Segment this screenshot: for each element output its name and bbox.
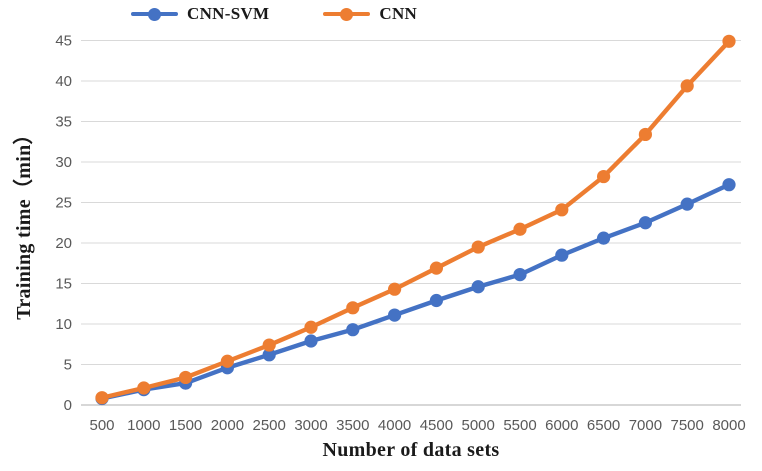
x-tick-label: 1500 [169,417,202,434]
x-tick-label: 8000 [712,417,745,434]
data-point-cnn [680,79,694,93]
series-line-cnn [99,39,732,400]
data-point-cnn-svm [262,348,276,362]
y-tick-label: 35 [55,114,72,131]
x-tick-label: 6500 [587,417,620,434]
legend: CNN-SVM CNN [131,4,417,24]
data-point-cnn-svm [388,308,402,322]
y-tick-label: 0 [64,397,72,414]
x-tick-label: 3500 [336,417,369,434]
x-tick-label: 2500 [253,417,286,434]
legend-item-cnn-svm: CNN-SVM [131,4,269,24]
data-point-cnn [429,261,443,275]
data-point-cnn [388,282,402,296]
x-tick-label: 7000 [629,417,662,434]
x-tick-label: 6000 [545,417,578,434]
data-point-cnn [597,169,611,184]
y-axis-title: Training time（min） [13,124,35,320]
x-tick-label: 500 [89,417,114,434]
legend-marker-cnn-svm-icon [131,7,178,21]
y-tick-label: 20 [55,235,72,252]
data-point-cnn [346,301,360,315]
x-tick-label: 3000 [294,417,327,434]
data-point-cnn [220,354,234,368]
x-tick-label: 5000 [462,417,495,434]
y-tick-label: 25 [55,195,72,212]
data-point-cnn [137,381,151,395]
data-point-cnn [722,34,736,48]
legend-label-cnn-svm: CNN-SVM [187,4,270,23]
x-axis-title: Number of data sets [322,439,500,461]
data-point-cnn-svm [471,280,485,294]
legend-label-cnn: CNN [379,4,418,23]
data-point-cnn [95,391,109,405]
x-tick-label: 1000 [127,417,160,434]
data-point-cnn-svm [346,323,360,337]
data-point-cnn [471,240,485,254]
legend-item-cnn: CNN [323,4,417,24]
x-tick-label: 5500 [503,417,536,434]
series-line-cnn-svm [99,182,732,401]
data-point-cnn-svm [513,267,527,282]
x-tick-label: 4000 [378,417,411,434]
data-point-cnn-svm [555,248,569,262]
data-point-cnn-svm [304,334,318,348]
data-point-cnn-svm [597,231,611,245]
data-point-cnn-svm [638,216,653,230]
y-tick-label: 45 [55,33,72,50]
legend-marker-cnn-icon [323,7,371,21]
data-point-cnn-svm [429,293,443,308]
x-tick-label: 4500 [420,417,453,434]
y-tick-label: 30 [55,154,72,171]
data-point-cnn [555,203,569,217]
y-tick-label: 15 [55,276,72,293]
y-tick-label: 40 [55,73,72,90]
data-point-cnn [262,338,276,352]
data-point-cnn [179,370,193,385]
data-point-cnn-svm [722,178,736,192]
x-tick-label: 7500 [671,417,704,434]
x-tick-label: 2000 [211,417,244,434]
data-point-cnn [638,127,653,142]
data-point-cnn [304,320,318,334]
data-point-cnn [513,222,527,236]
data-point-cnn-svm [680,197,694,211]
y-tick-label: 10 [55,316,72,333]
y-tick-label: 5 [64,357,72,374]
